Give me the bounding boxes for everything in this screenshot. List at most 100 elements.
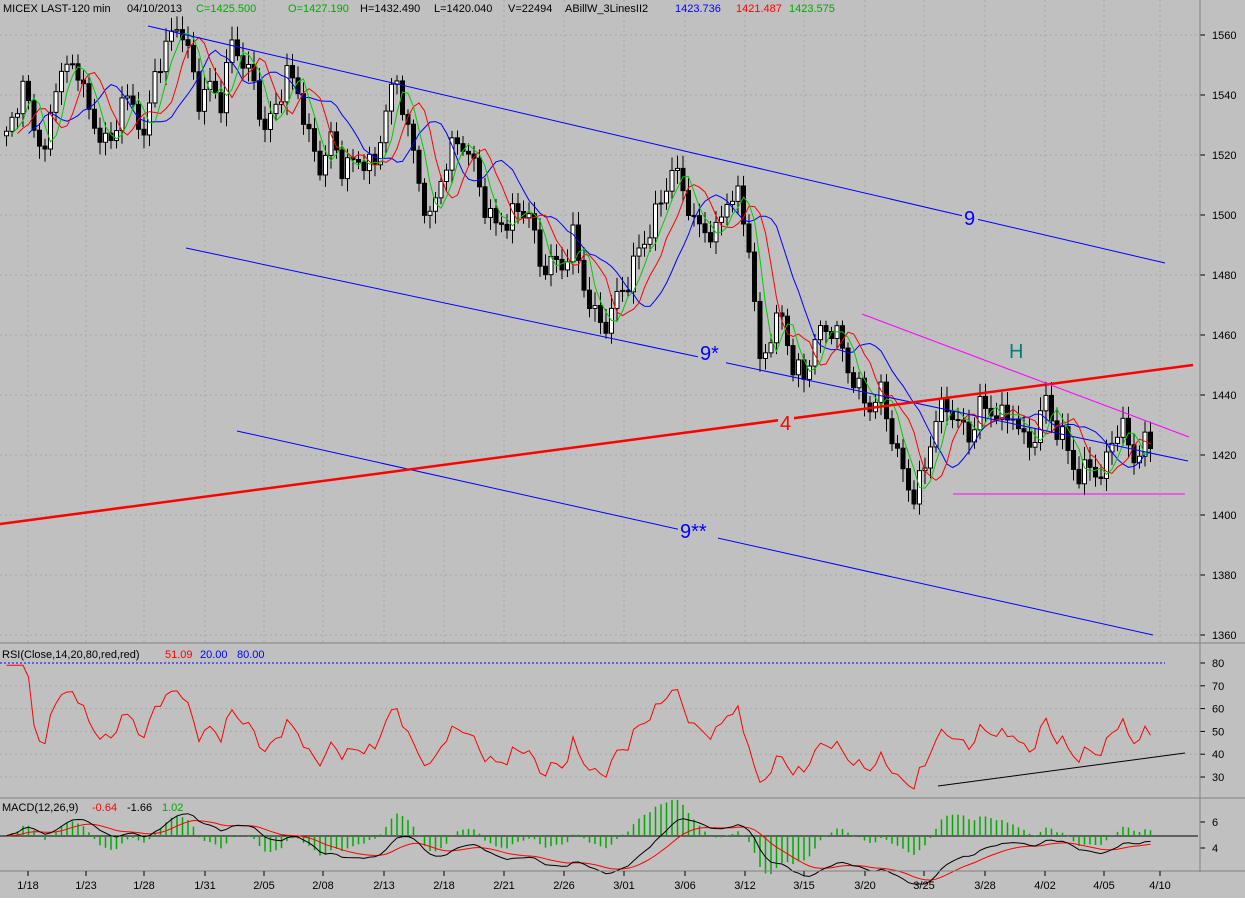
candle [86, 73, 92, 120]
candle-down-body [581, 259, 587, 291]
candle [378, 135, 383, 170]
candle [1115, 425, 1120, 452]
candle-up-body [1115, 436, 1120, 444]
candle-up-body [977, 395, 983, 431]
candle-down-body [823, 325, 829, 332]
candle [807, 360, 812, 388]
candle-up-body [664, 190, 669, 204]
candle-down-body [97, 127, 103, 143]
candle [224, 49, 229, 127]
candle-up-body [620, 289, 625, 292]
candle [449, 130, 455, 184]
candle-up-body [328, 131, 334, 156]
candle-up-body [933, 420, 939, 448]
candle-up-body [174, 29, 180, 32]
candle [757, 292, 763, 372]
candle-up-body [939, 397, 944, 422]
candle-down-body [361, 161, 367, 172]
candle-up-body [1043, 394, 1049, 412]
candle [983, 383, 988, 422]
header-volume: V=22494 [508, 3, 552, 15]
rsi-panel-area [0, 644, 1198, 797]
candle-down-body [746, 223, 752, 253]
candle [240, 42, 246, 80]
x-axis: 1/18 1/23 1/28 1/31 2/05 2/08 2/13 2/18 2/21 2/26… [0, 870, 1245, 892]
candle-down-body [499, 222, 504, 225]
annotation-bg [698, 342, 726, 364]
candle [966, 409, 972, 455]
candle [383, 104, 389, 154]
candle-up-body [114, 130, 119, 142]
rsi-legend-low: 20.00 [200, 649, 228, 661]
candle-down-body [1027, 431, 1032, 448]
macd-legend: MACD(12,26,9) -0.64 -1.66 1.02 [2, 802, 183, 814]
header-close: C=1425.500 [196, 3, 256, 15]
candle [251, 51, 257, 91]
price-moving-averages [11, 32, 1151, 489]
candle-down-body [356, 159, 361, 163]
candle-down-body [1087, 459, 1093, 468]
candle [889, 410, 895, 452]
candle-down-body [955, 419, 961, 422]
price-tick-label: 1400 [1212, 510, 1236, 522]
rsi-panel: 30 40 50 60 70 80 RSI(Close,14,20,80,red,red)… [0, 642, 1245, 801]
candle [587, 276, 592, 318]
candle [466, 143, 471, 166]
candle-up-body [152, 71, 158, 104]
candle [928, 436, 933, 479]
candle-up-body [383, 110, 389, 144]
candle [515, 192, 521, 224]
candle [130, 84, 136, 111]
candle-down-body [686, 190, 691, 216]
candle [312, 117, 317, 162]
price-tick-label: 1380 [1212, 570, 1236, 582]
candle-down-body [306, 123, 312, 130]
candle-down-body [741, 185, 746, 225]
candle [658, 189, 664, 217]
candle-up-body [768, 342, 774, 354]
rsi-tick-label: 40 [1212, 749, 1224, 761]
candle-down-body [1016, 418, 1021, 430]
candle-down-body [455, 137, 460, 145]
candle [592, 292, 598, 322]
candle-down-body [1065, 426, 1071, 451]
trendline-9 [147, 25, 1166, 264]
x-tick-label: 3/28 [974, 880, 995, 892]
candle [1021, 415, 1027, 445]
candle-down-body [1021, 428, 1027, 433]
candle-down-body [482, 186, 488, 218]
candle-up-body [229, 39, 235, 64]
candle-up-body [812, 339, 818, 367]
trendline-9-star [185, 247, 1189, 462]
candle-down-body [42, 145, 48, 150]
rsi-title: RSI(Close,14,20,80,red,red) [2, 649, 140, 661]
x-tick-label: 3/06 [674, 880, 695, 892]
candle-up-body [675, 167, 680, 171]
candle-up-body [488, 207, 493, 218]
rsi-tick-label: 80 [1212, 658, 1224, 670]
header-line2: 1421.487 [736, 3, 782, 15]
macd-title: MACD(12,26,9) [2, 802, 78, 814]
candle [202, 76, 207, 125]
candle [790, 338, 796, 382]
candle [741, 175, 746, 237]
candle-up-body [669, 169, 675, 192]
candle-up-body [389, 83, 394, 112]
candle-up-body [444, 169, 449, 182]
candle [284, 53, 290, 116]
x-tick-label: 2/05 [253, 880, 274, 892]
candle-up-body [20, 80, 26, 115]
candle [108, 122, 114, 149]
header-indicator: ABillW_3LinesII2 [565, 3, 648, 15]
candle [273, 91, 279, 122]
candle-down-body [680, 167, 686, 192]
candle [724, 193, 730, 226]
candle [334, 122, 339, 159]
candle [603, 308, 609, 339]
trendline-4-label: 4 [780, 413, 791, 435]
price-tick-label: 1520 [1212, 150, 1236, 162]
candle [774, 304, 779, 355]
candle-down-body [906, 468, 911, 491]
candle [444, 163, 449, 192]
candle [537, 218, 543, 278]
